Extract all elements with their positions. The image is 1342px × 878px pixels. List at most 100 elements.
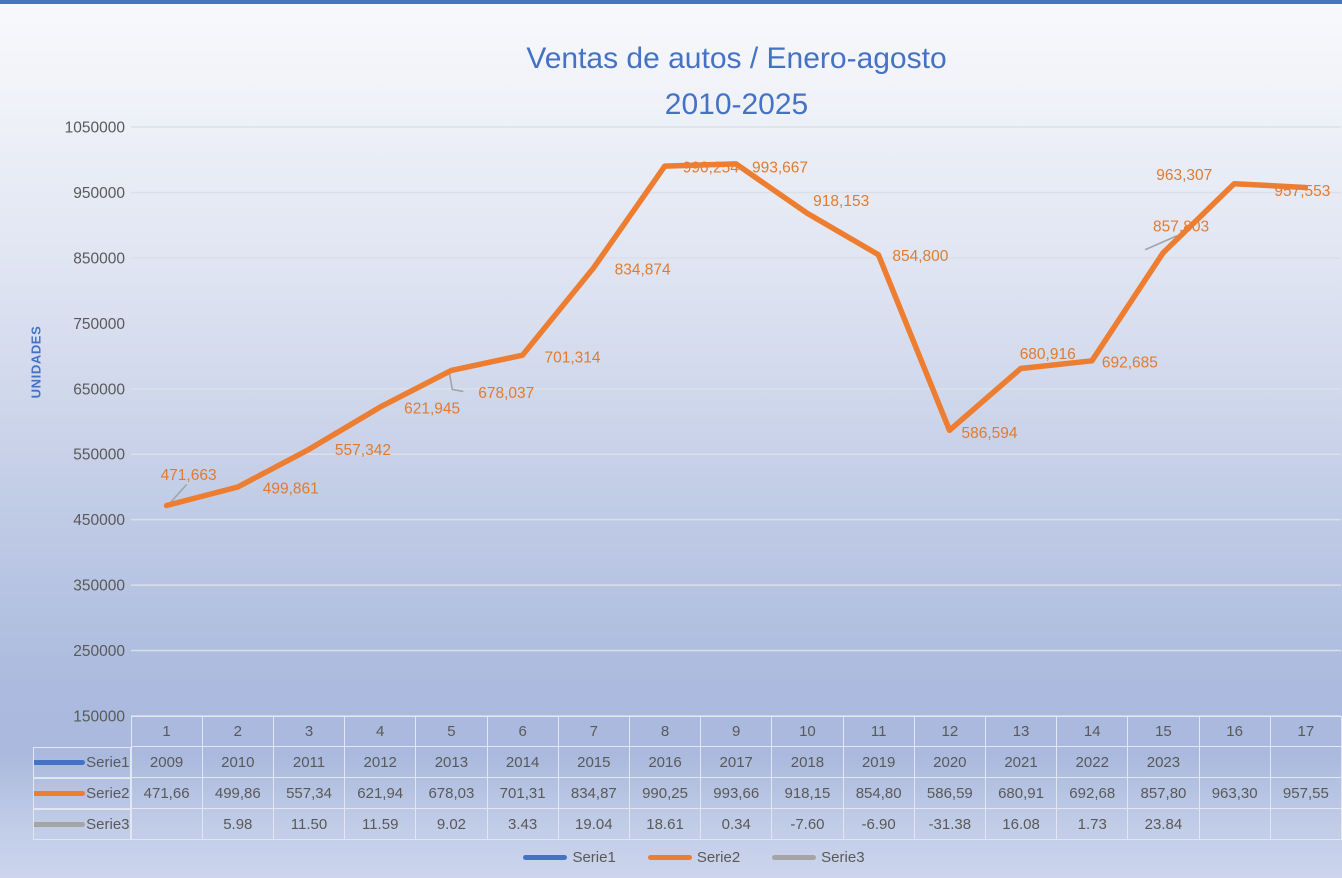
table-column-header: 8 [628, 716, 702, 747]
table-column-header: 16 [1198, 716, 1271, 747]
data-label: 834,874 [615, 261, 671, 278]
y-tick-label: 850000 [73, 250, 125, 267]
serie3-legend-swatch-icon [772, 854, 817, 860]
table-cell: 2023 [1127, 746, 1200, 778]
table-cell: 963,30 [1198, 777, 1271, 809]
table-column-header: 17 [1269, 716, 1342, 747]
table-cell: 854,80 [842, 777, 915, 809]
legend-item-label: Serie2 [696, 848, 741, 866]
series-name-label: Serie2 [86, 784, 130, 802]
table-cell: 2014 [486, 746, 559, 778]
y-tick-label: 550000 [73, 447, 125, 464]
table-cell: 2013 [415, 746, 488, 778]
table-cell: 2011 [272, 746, 346, 778]
table-cell: 2019 [842, 746, 915, 778]
table-cell: 701,31 [486, 777, 559, 809]
label-leader-line [448, 372, 464, 393]
table-cell [1198, 746, 1271, 778]
table-cell: 18.61 [628, 808, 702, 840]
table-cell: 586,59 [913, 777, 986, 809]
y-tick-label: 350000 [73, 578, 125, 595]
table-cell: 2022 [1056, 746, 1129, 778]
legend-item-serie3[interactable]: Serie3 [772, 848, 865, 866]
legend-item-serie2[interactable]: Serie2 [647, 848, 741, 866]
table-cell: 692,68 [1056, 777, 1129, 809]
data-label: 678,037 [478, 385, 534, 402]
table-column-header: 12 [913, 716, 986, 747]
data-label: 680,916 [1020, 346, 1076, 363]
table-series-name-cell: Serie3 [33, 808, 131, 840]
data-label: 854,800 [892, 248, 948, 265]
y-tick-label: 750000 [73, 316, 125, 333]
table-column-header: 2 [201, 716, 274, 747]
serie1-legend-swatch-icon [523, 854, 568, 860]
table-cell: 834,87 [557, 777, 630, 809]
y-tick-label: 1050000 [65, 120, 126, 137]
table-cell [1198, 808, 1271, 840]
table-cell: 2021 [984, 746, 1058, 778]
data-label: 471,663 [161, 467, 217, 484]
data-label: 621,945 [404, 401, 460, 418]
table-corner-empty-cell [33, 717, 131, 747]
table-cell: 2015 [557, 746, 630, 778]
legend-item-label: Serie1 [572, 848, 616, 866]
serie2-legend-key-icon [33, 790, 86, 796]
table-cell: 3.43 [486, 808, 559, 840]
table-column-header: 5 [415, 716, 488, 747]
table-column-header: 6 [486, 716, 559, 747]
table-cell: 957,55 [1269, 777, 1342, 809]
table-cell: 11.59 [344, 808, 417, 840]
table-row: Serie3 5.98 11.50 11.59 9.02 3.43 19.04 18.61 0.… [33, 808, 1342, 840]
table-cell [1269, 808, 1342, 840]
table-cell: 2009 [130, 746, 203, 778]
table-cell: 2012 [344, 746, 417, 778]
table-cell: 621,94 [344, 777, 417, 809]
table-cell: 11.50 [272, 808, 346, 840]
table-cell: 9.02 [415, 808, 488, 840]
serie2-legend-swatch-icon [647, 854, 692, 860]
table-row: Serie2 471,66 499,86 557,34 621,94 678,03 701,… [33, 777, 1342, 809]
table-cell: 499,86 [201, 777, 274, 809]
series-name-label: Serie1 [86, 753, 130, 771]
table-cell: 5.98 [201, 808, 274, 840]
table-cell: 680,91 [984, 777, 1058, 809]
table-cell: 0.34 [700, 808, 773, 840]
data-label: 499,861 [263, 481, 319, 498]
label-leader-line [1144, 235, 1178, 251]
table-cell: 2020 [913, 746, 986, 778]
data-label: 557,342 [335, 442, 391, 459]
table-cell: 918,15 [771, 777, 844, 809]
table-cell [130, 808, 203, 840]
y-tick-label: 450000 [73, 512, 125, 529]
table-cell: 19.04 [557, 808, 630, 840]
series-name-label: Serie3 [86, 815, 130, 833]
table-cell: -7.60 [771, 808, 844, 840]
y-axis-title: UNIDADES [28, 325, 44, 399]
table-cell: 16.08 [984, 808, 1058, 840]
table-cell: 23.84 [1127, 808, 1200, 840]
table-row: Serie1 2009 2010 2011 2012 2013 2014 2015 2016 20… [33, 746, 1342, 778]
table-column-header: 7 [557, 716, 630, 747]
chart-title-line2: 2010-2025 [664, 88, 809, 121]
table-cell: 990,25 [628, 777, 702, 809]
data-label: 701,314 [544, 350, 600, 367]
data-label: 586,594 [962, 425, 1018, 442]
legend-item-label: Serie3 [821, 848, 865, 866]
table-column-header: 13 [984, 716, 1058, 747]
table-cell: 557,34 [272, 777, 346, 809]
data-table: 1 2 3 4 5 6 7 8 9 10 11 12 13 14 15 16 17 Serie1 2009 2010 2… [33, 716, 1342, 840]
table-column-header: 4 [344, 716, 417, 747]
table-cell [1269, 746, 1342, 778]
table-cell: 2018 [771, 746, 844, 778]
y-tick-label: 250000 [73, 643, 125, 660]
window-top-border [0, 0, 1342, 4]
y-tick-label: 650000 [73, 381, 125, 398]
legend-item-serie1[interactable]: Serie1 [523, 848, 616, 866]
table-column-header: 1 [130, 716, 203, 747]
chart-legend: Serie1 Serie2 Serie3 [46, 846, 1342, 868]
table-series-name-cell: Serie2 [33, 777, 131, 809]
table-cell: -31.38 [913, 808, 986, 840]
table-series-name-cell: Serie1 [33, 746, 131, 778]
label-leader-line [168, 483, 188, 505]
